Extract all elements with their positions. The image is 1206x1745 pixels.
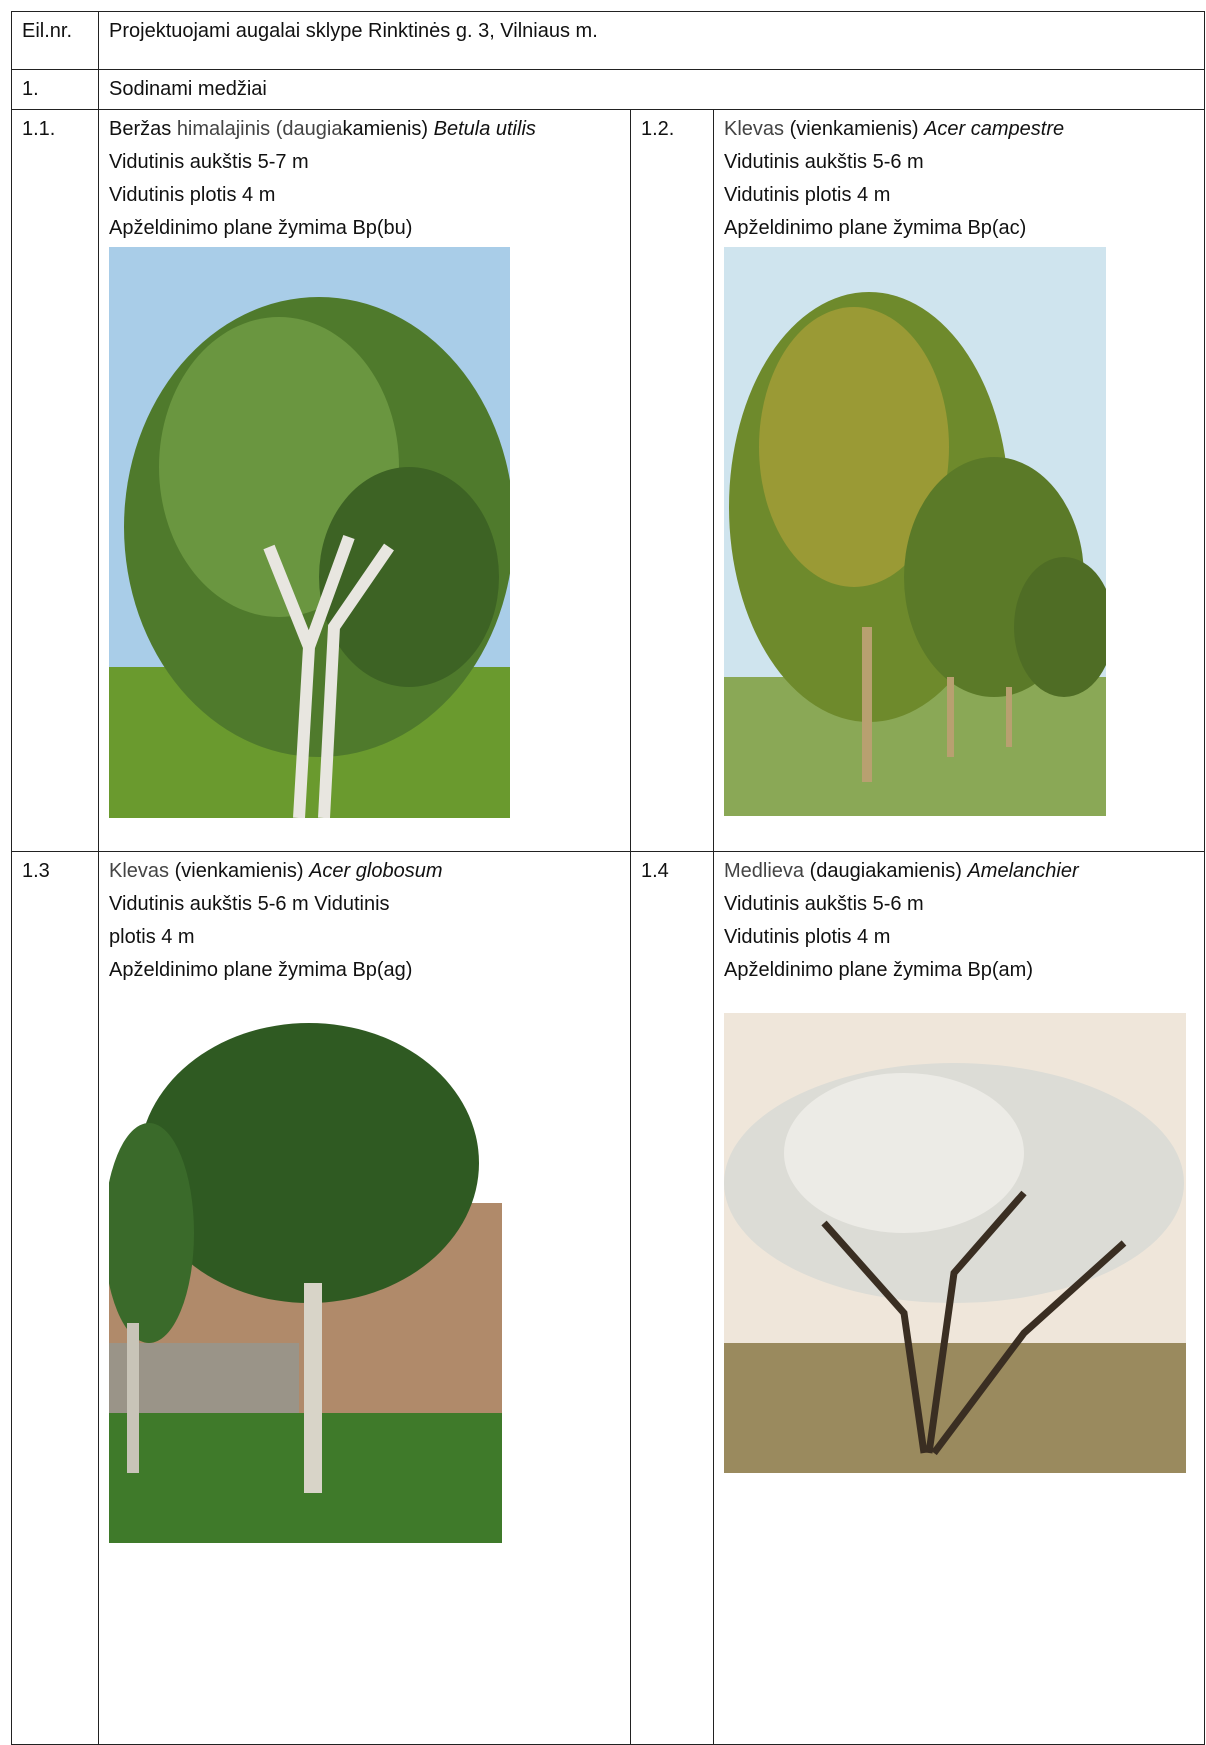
width: Vidutinis plotis 4 m bbox=[109, 184, 276, 206]
item-nr: 1.4 bbox=[630, 851, 714, 1745]
item-cell: Klevas (vienkamienis) Acer campestre Vidu… bbox=[713, 109, 1205, 852]
name-part: (vienkamienis) bbox=[174, 860, 304, 882]
height: Vidutinis aukštis 5-6 m bbox=[724, 151, 924, 173]
common-name: Medlieva bbox=[724, 860, 805, 882]
width: plotis 4 m bbox=[109, 926, 195, 948]
plan-code: Apželdinimo plane žymima Bp(ag) bbox=[109, 959, 413, 981]
photo-maple bbox=[724, 247, 1106, 816]
plan-code: Apželdinimo plane žymima Bp(bu) bbox=[109, 217, 413, 239]
common-name: Beržas bbox=[109, 118, 172, 140]
item-cell: Medlieva (daugiakamienis) Amelanchier Vid… bbox=[713, 851, 1205, 1745]
photo-birch bbox=[109, 247, 510, 818]
photo-globe-maple bbox=[109, 1013, 502, 1543]
item-cell: Klevas (vienkamienis) Acer globosum Vidut… bbox=[98, 851, 631, 1745]
header-nr: Eil.nr. bbox=[11, 11, 99, 70]
plant-table: Eil.nr. Projektuojami augalai sklype Rink… bbox=[11, 11, 1205, 1745]
name-part: himalajinis bbox=[176, 118, 271, 140]
latin-name: Acer campestre bbox=[924, 118, 1065, 140]
height: Vidutinis aukštis 5-6 m bbox=[724, 893, 924, 915]
latin-name: Betula utilis bbox=[433, 118, 536, 140]
section-nr: 1. bbox=[11, 69, 99, 110]
photo-serviceberry bbox=[724, 1013, 1186, 1473]
common-name: Klevas bbox=[109, 860, 170, 882]
name-part: (daugiakamienis) bbox=[809, 860, 962, 882]
latin-name: Amelanchier bbox=[967, 860, 1079, 882]
name-part: kamienis) bbox=[342, 118, 429, 140]
width: Vidutinis plotis 4 m bbox=[724, 926, 891, 948]
name-part: (daugia bbox=[275, 118, 343, 140]
item-nr: 1.1. bbox=[11, 109, 99, 852]
section-title: Sodinami medžiai bbox=[98, 69, 1205, 110]
plan-code: Apželdinimo plane žymima Bp(am) bbox=[724, 959, 1034, 981]
common-name: Klevas bbox=[724, 118, 785, 140]
width: Vidutinis plotis 4 m bbox=[724, 184, 891, 206]
header-title: Projektuojami augalai sklype Rinktinės g… bbox=[98, 11, 1205, 70]
item-nr: 1.2. bbox=[630, 109, 714, 852]
height: Vidutinis aukštis 5-7 m bbox=[109, 151, 309, 173]
height: Vidutinis aukštis 5-6 m Vidutinis bbox=[109, 893, 390, 915]
item-nr: 1.3 bbox=[11, 851, 99, 1745]
name-part: (vienkamienis) bbox=[789, 118, 919, 140]
plan-code: Apželdinimo plane žymima Bp(ac) bbox=[724, 217, 1027, 239]
item-cell: Beržas himalajinis (daugiakamienis) Betu… bbox=[98, 109, 631, 852]
latin-name: Acer globosum bbox=[309, 860, 443, 882]
